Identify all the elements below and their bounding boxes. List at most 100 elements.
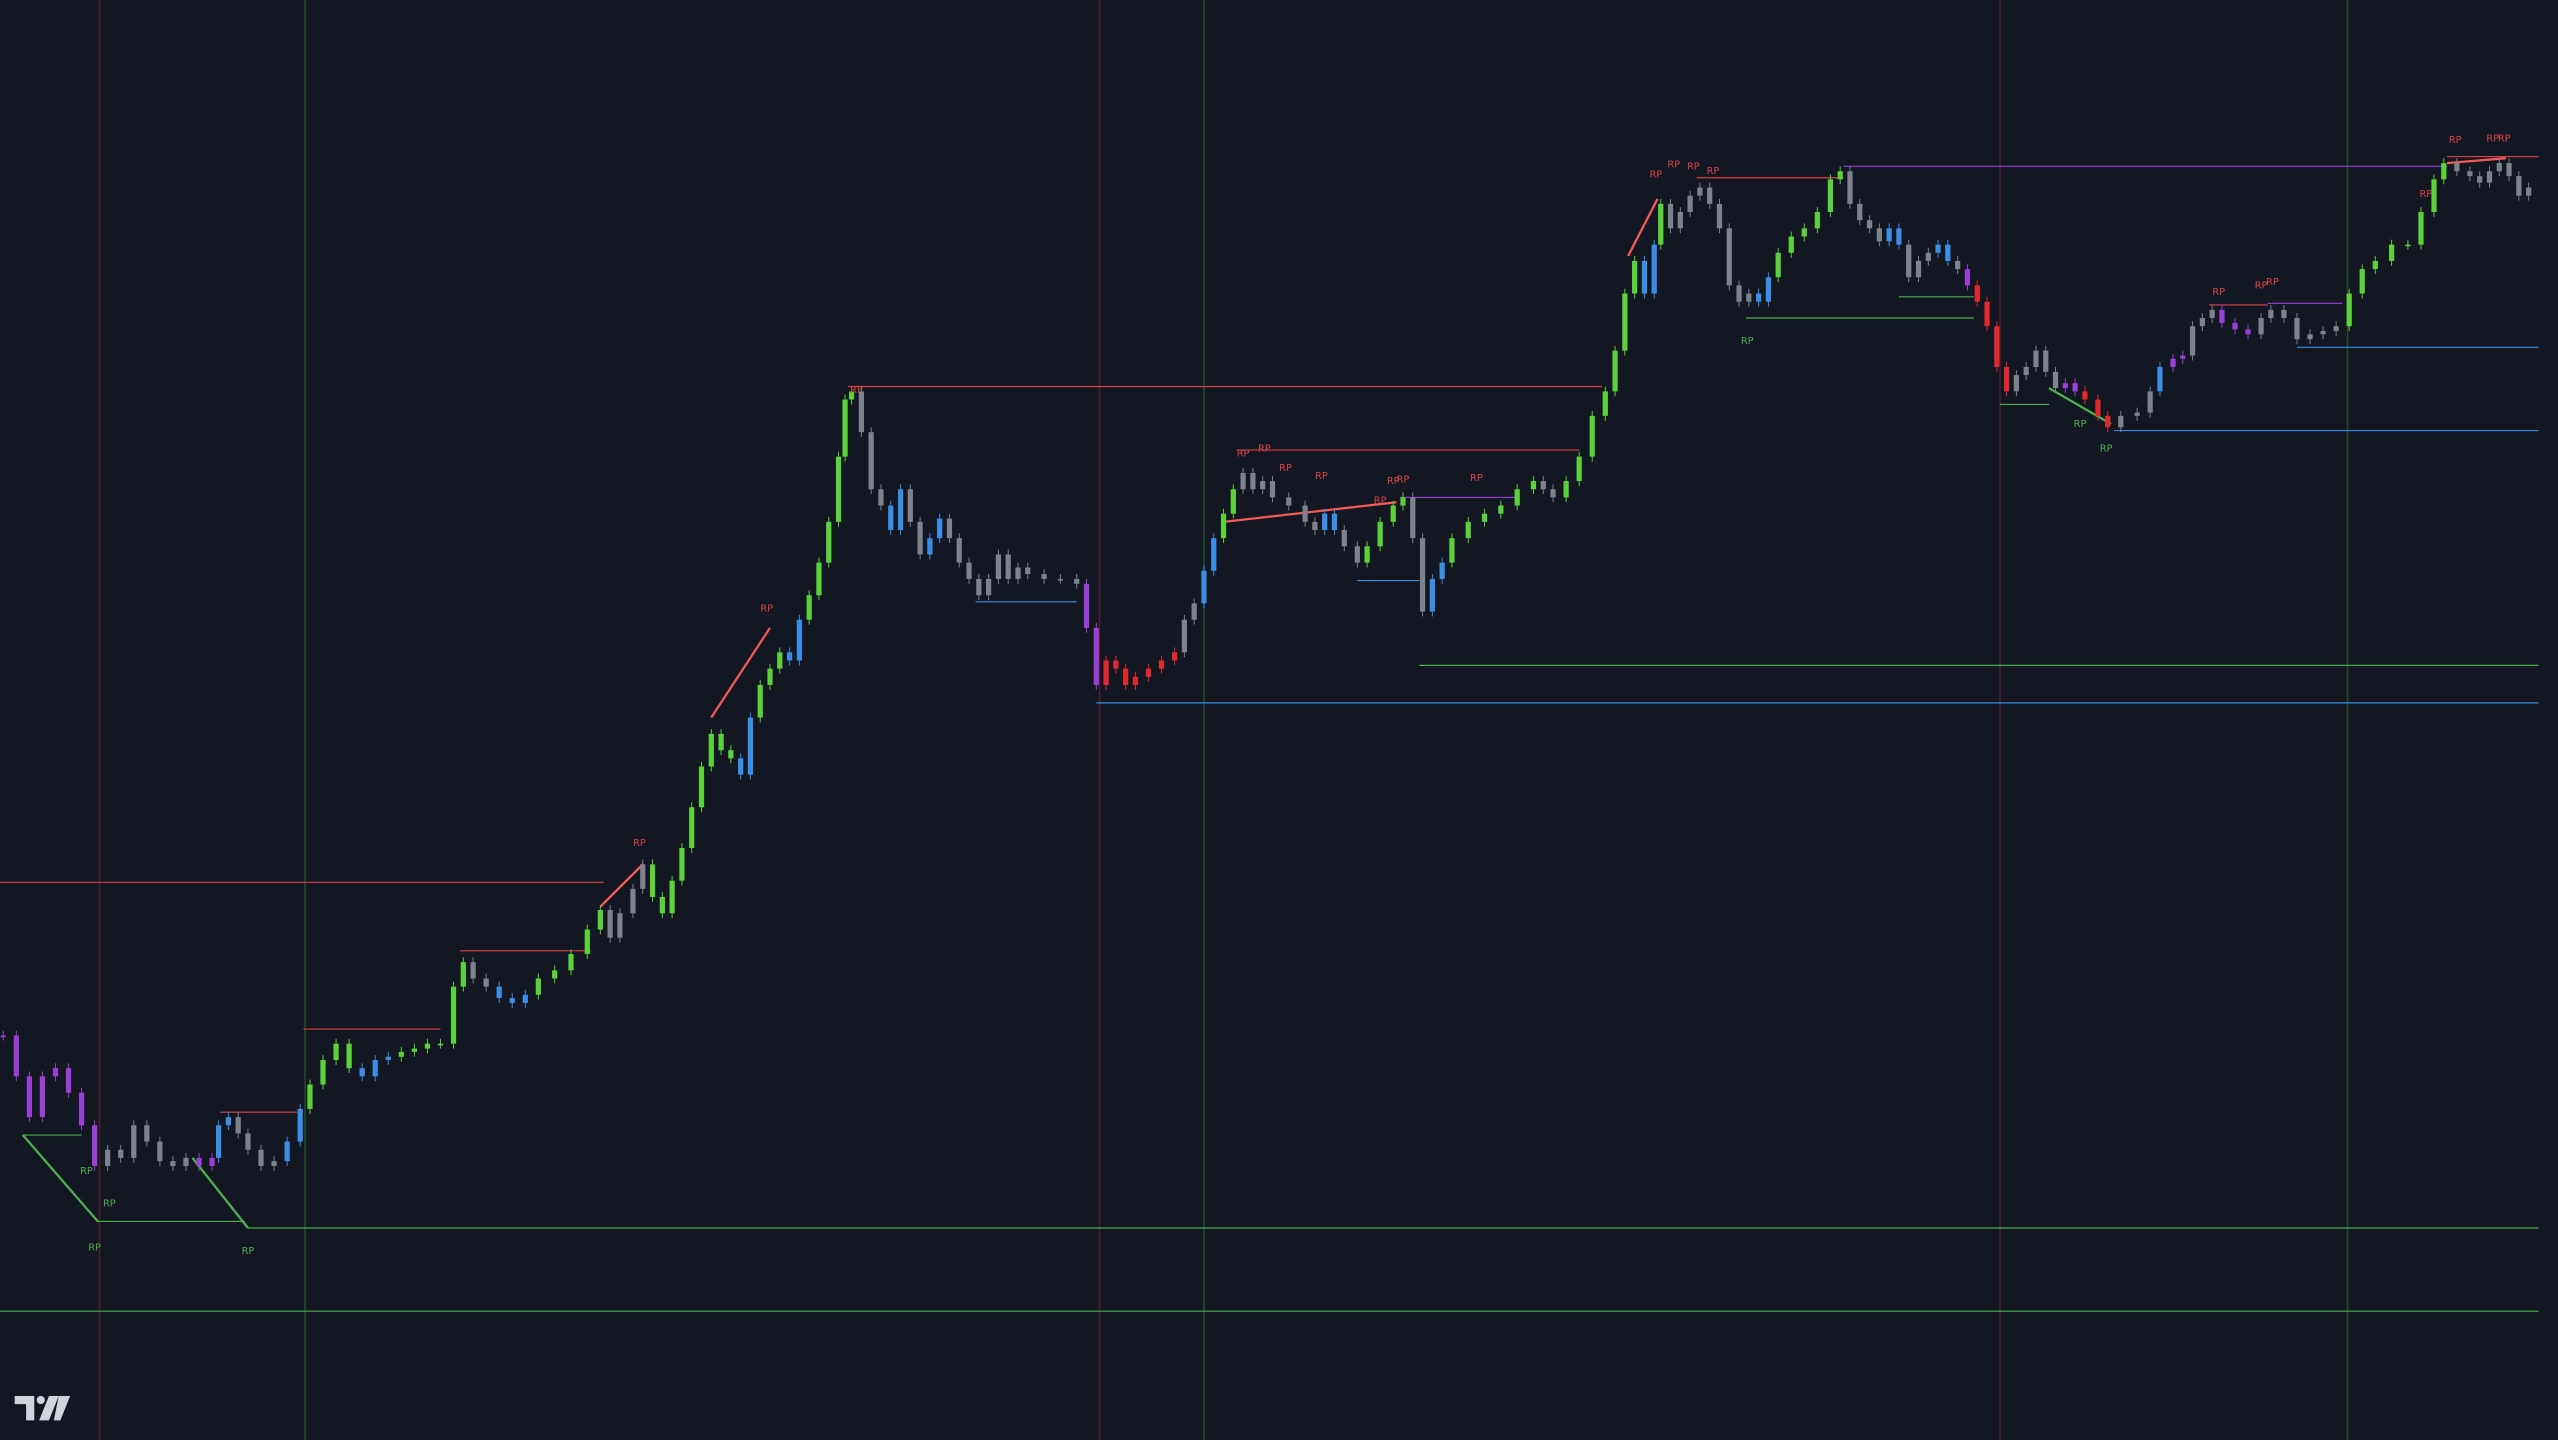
rp-label: RP xyxy=(850,385,863,396)
candle-body xyxy=(1716,203,1723,229)
candle-body xyxy=(878,489,884,506)
candle-body xyxy=(2245,329,2251,335)
rp-label: RP xyxy=(760,603,773,614)
candle-body xyxy=(1439,562,1445,579)
rp-label: RP xyxy=(1650,169,1663,180)
candle-body xyxy=(786,652,793,661)
candle-body xyxy=(1481,513,1488,522)
candle-body xyxy=(937,518,943,539)
candle-body xyxy=(1866,220,1873,229)
candle-body xyxy=(842,399,848,457)
candle-body xyxy=(1788,236,1794,253)
candle-body xyxy=(1191,603,1197,620)
candle-body xyxy=(2477,176,2483,183)
candle-body xyxy=(607,909,613,938)
candle-body xyxy=(917,521,923,555)
candle-body xyxy=(826,521,832,563)
candle-body xyxy=(1211,538,1217,571)
trend-line xyxy=(2048,387,2112,425)
rp-label: RP xyxy=(1470,473,1483,484)
candle-body xyxy=(679,848,685,881)
candle-body xyxy=(1563,481,1569,498)
candle-body xyxy=(118,1149,124,1158)
rp-label: RP xyxy=(2266,277,2279,288)
candle-body xyxy=(1658,203,1664,245)
candle-body xyxy=(738,758,744,775)
candle-body xyxy=(1945,244,1951,261)
candle-body xyxy=(2043,350,2049,372)
candle-body xyxy=(1057,578,1064,581)
candle-body xyxy=(1220,513,1227,539)
candle-body xyxy=(1132,676,1139,685)
candle-body xyxy=(1876,228,1882,242)
candle-body xyxy=(105,1149,111,1167)
candle-body xyxy=(897,489,904,531)
logo-part xyxy=(39,1395,71,1421)
candle-body xyxy=(92,1125,98,1167)
candle-body xyxy=(411,1048,417,1052)
candle-body xyxy=(659,896,665,914)
candle-body xyxy=(1498,505,1504,514)
candle-body xyxy=(144,1125,150,1142)
candle-body xyxy=(1756,293,1762,302)
rp-label: RP xyxy=(633,838,646,849)
candle-body xyxy=(460,962,466,987)
candle-body xyxy=(183,1157,189,1167)
candle-body xyxy=(2170,358,2176,367)
candle-body xyxy=(385,1056,391,1061)
candle-body xyxy=(1465,521,1471,539)
candle-body xyxy=(1984,301,1990,327)
candle-body xyxy=(2013,375,2019,392)
candle-body xyxy=(65,1068,72,1093)
candle-body xyxy=(1801,228,1807,237)
candle-body xyxy=(437,1043,444,1046)
rp-label: RP xyxy=(1667,160,1680,171)
candle-body xyxy=(649,864,656,897)
candle-body xyxy=(2258,318,2264,335)
rp-label: RP xyxy=(1397,474,1410,485)
candle-body xyxy=(333,1043,339,1061)
trend-line xyxy=(1627,198,1659,257)
candle-body xyxy=(1915,260,1922,278)
candle-body xyxy=(976,578,982,596)
candle-body xyxy=(1827,179,1834,213)
candle-body xyxy=(2496,163,2502,172)
candle-body xyxy=(1312,521,1318,531)
candle-body xyxy=(1935,244,1941,253)
candle-body xyxy=(1286,497,1292,506)
candle-body xyxy=(728,750,734,759)
candle-body xyxy=(297,1108,303,1142)
candle-body xyxy=(26,1076,32,1118)
candle-body xyxy=(1514,489,1520,506)
candle-body xyxy=(2180,355,2186,359)
candle-body xyxy=(995,554,1002,579)
candle-body xyxy=(1896,228,1902,245)
candle-body xyxy=(1726,228,1732,286)
candle-body xyxy=(1419,538,1426,612)
candle-body xyxy=(1260,481,1266,490)
rp-label: RP xyxy=(2212,287,2225,298)
candle-body xyxy=(946,518,953,539)
candle-body xyxy=(1429,578,1435,612)
candle-body xyxy=(245,1133,251,1150)
candle-body xyxy=(1302,505,1308,522)
rp-label: RP xyxy=(1741,336,1754,347)
candle-body xyxy=(1576,456,1582,482)
candle-body xyxy=(1015,567,1021,579)
candle-body xyxy=(2232,322,2238,330)
candle-body xyxy=(1687,195,1693,213)
candle-body xyxy=(1589,415,1595,457)
candle-body xyxy=(2189,326,2196,356)
candle-body xyxy=(2157,366,2163,392)
candle-body xyxy=(1041,574,1047,579)
candle-body xyxy=(1550,489,1556,498)
candle-body xyxy=(483,978,489,987)
candle-body xyxy=(1103,660,1109,685)
rp-label: RP xyxy=(2255,280,2268,291)
candle-body xyxy=(1123,668,1129,685)
trend-line xyxy=(21,1134,99,1223)
candle-body xyxy=(1390,505,1396,522)
candle-body xyxy=(2454,163,2460,172)
candle-body xyxy=(2003,366,2010,392)
candle-body xyxy=(2219,309,2225,323)
